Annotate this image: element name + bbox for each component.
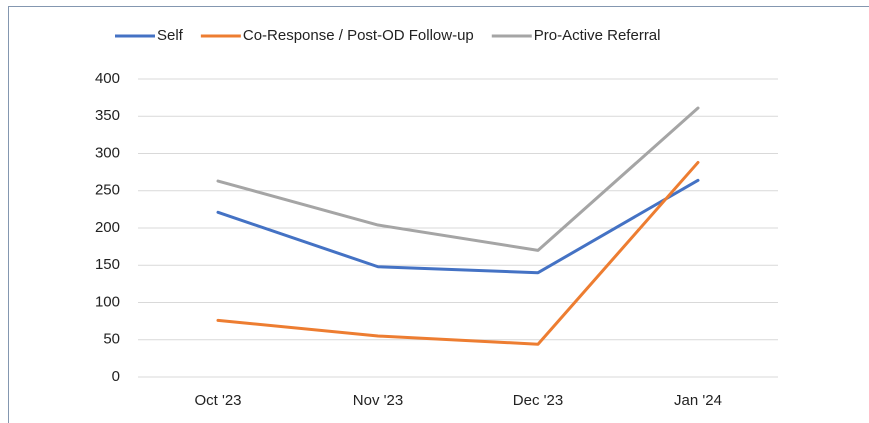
series-line bbox=[216, 178, 700, 275]
legend-label: Co-Response / Post-OD Follow-up bbox=[243, 27, 474, 44]
y-tick-label: 250 bbox=[95, 182, 120, 199]
x-tick-label: Nov '23 bbox=[353, 392, 403, 409]
y-tick-label: 100 bbox=[95, 293, 120, 310]
y-tick-label: 400 bbox=[95, 70, 120, 87]
y-tick-label: 200 bbox=[95, 219, 120, 236]
y-tick-label: 150 bbox=[95, 256, 120, 273]
legend-label: Self bbox=[157, 27, 184, 44]
x-tick-label: Oct '23 bbox=[194, 392, 241, 409]
series-line bbox=[216, 160, 700, 346]
y-tick-label: 300 bbox=[95, 144, 120, 161]
y-tick-label: 0 bbox=[112, 368, 120, 385]
x-tick-label: Jan '24 bbox=[674, 392, 722, 409]
frame bbox=[8, 6, 869, 423]
x-tick-label: Dec '23 bbox=[513, 392, 563, 409]
series-line bbox=[216, 106, 700, 252]
y-tick-label: 50 bbox=[103, 331, 120, 348]
legend-label: Pro-Active Referral bbox=[534, 27, 661, 44]
y-tick-label: 350 bbox=[95, 107, 120, 124]
